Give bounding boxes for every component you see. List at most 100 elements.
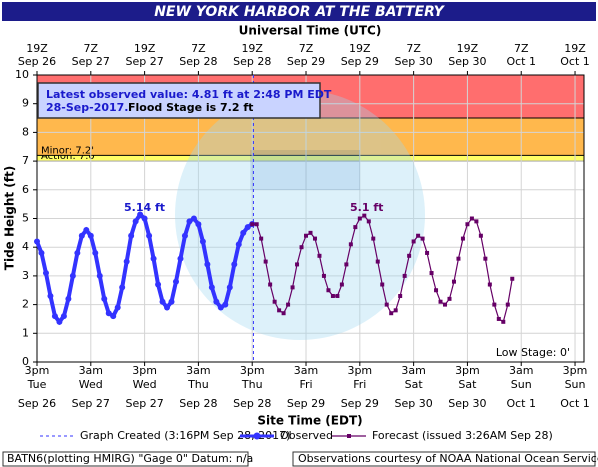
footer-box (2, 451, 249, 467)
point (290, 285, 295, 290)
x-axis-title: Site Time (EDT) (257, 414, 362, 428)
point (443, 302, 448, 307)
point (250, 222, 255, 227)
point (60, 313, 67, 320)
watermark (175, 90, 425, 340)
y-tick-label: 0 (22, 355, 29, 368)
point (128, 232, 135, 239)
point (353, 225, 358, 230)
x-tick-label: 3pm (347, 364, 372, 377)
point (137, 211, 144, 218)
point (317, 253, 322, 258)
x2-tick-date: Sep 27 (72, 55, 110, 68)
y-tick-label: 9 (22, 97, 29, 110)
point (114, 304, 121, 311)
point (101, 295, 108, 302)
x-tick-label: 3pm (563, 364, 588, 377)
point (438, 299, 443, 304)
x-tick-label: 3am (186, 364, 210, 377)
y-axis-title: Tide Height (ft) (3, 166, 17, 270)
y-tick-label: 7 (22, 154, 29, 167)
x-tick-day: Sat (405, 378, 424, 391)
point (357, 216, 362, 221)
y-tick-label: 10 (15, 68, 29, 81)
point (411, 239, 416, 244)
point (226, 284, 233, 291)
x-tick-label: 3pm (25, 364, 50, 377)
point (474, 219, 479, 224)
x-tick-label: 3am (79, 364, 103, 377)
point (195, 221, 202, 228)
x-tick-day: Fri (299, 378, 312, 391)
point (132, 218, 139, 225)
point (105, 310, 112, 317)
point (51, 313, 58, 320)
point (186, 218, 193, 225)
point (110, 313, 117, 320)
x-tick-date: Sep 29 (341, 397, 379, 410)
x-tick-day: Thu (187, 378, 209, 391)
point (65, 295, 72, 302)
y-tick-label: 3 (22, 269, 29, 282)
x-tick-date: Oct 1 (560, 397, 590, 410)
x-tick-date: Sep 28 (179, 397, 217, 410)
x2-tick-label: 19Z (564, 42, 586, 55)
point (469, 216, 474, 221)
plot-border (36, 74, 585, 363)
x2-tick-date: Sep 27 (125, 55, 163, 68)
point (330, 293, 335, 298)
point (268, 282, 273, 287)
peak-label: 5.1 ft (350, 201, 383, 214)
point (222, 301, 229, 308)
point (177, 255, 184, 262)
flood-band (37, 155, 584, 162)
point (295, 262, 300, 267)
point (231, 261, 238, 268)
x2-tick-date: Sep 26 (18, 55, 56, 68)
point (312, 236, 317, 241)
point (199, 238, 206, 245)
point (204, 261, 211, 268)
x-tick-day: Sun (511, 378, 532, 391)
point (505, 302, 510, 307)
annotation-text: Latest observed value: 4.81 ft at 2:48 P… (46, 88, 332, 101)
point (434, 288, 439, 293)
point (38, 249, 45, 256)
x-tick-date: Sep 29 (287, 397, 325, 410)
point (281, 311, 286, 316)
point (164, 304, 171, 311)
x-tick-label: 3pm (455, 364, 480, 377)
footer-text: BATN6(plotting HMIRG) "Gage 0" Datum: n/… (7, 452, 253, 465)
point (487, 282, 492, 287)
point (308, 230, 313, 235)
point (87, 232, 94, 239)
point (254, 222, 259, 227)
annotation-text: Flood Stage is 7.2 ft (128, 101, 253, 114)
point (69, 272, 76, 279)
point (141, 215, 148, 222)
point (172, 278, 179, 285)
point (425, 250, 430, 255)
x2-tick-date: Oct 1 (506, 55, 536, 68)
x2-tick-date: Sep 30 (395, 55, 433, 68)
point (362, 213, 367, 218)
flood-band (37, 118, 584, 156)
point (119, 284, 126, 291)
x-tick-date: Sep 30 (448, 397, 486, 410)
point (74, 249, 81, 256)
x-tick-date: Sep 30 (395, 397, 433, 410)
x-tick-day: Tue (27, 378, 47, 391)
legend-marker (347, 434, 351, 438)
legend-label: Observed (280, 429, 333, 442)
point (492, 302, 497, 307)
point (34, 238, 40, 245)
point (159, 298, 166, 305)
x-tick-label: 3am (509, 364, 533, 377)
title-bar (2, 2, 596, 21)
y-tick-label: 5 (22, 212, 29, 225)
point (150, 255, 157, 262)
point (155, 281, 162, 288)
point (56, 318, 63, 325)
point (460, 236, 465, 241)
x-tick-date: Sep 27 (125, 397, 163, 410)
